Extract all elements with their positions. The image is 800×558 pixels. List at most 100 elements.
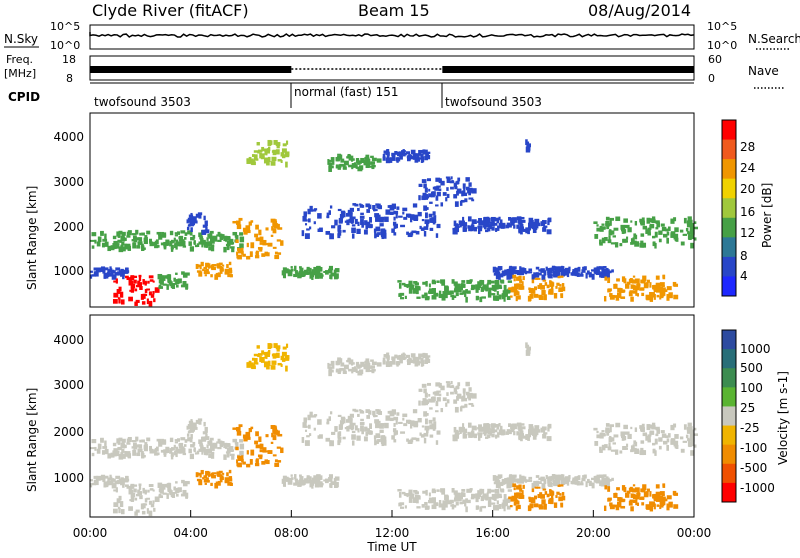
- velocity-echo-cell: [640, 427, 645, 432]
- power-echo-cell: [252, 159, 255, 163]
- velocity-echo-cell: [121, 449, 125, 453]
- power-echo-cell: [177, 231, 181, 235]
- nave-top-tick: 60: [708, 53, 722, 66]
- power-echo-cell: [348, 164, 353, 168]
- power-echo-cell: [487, 279, 492, 285]
- velocity-echo-cell: [538, 477, 542, 481]
- velocity-echo-cell: [135, 509, 140, 513]
- velocity-echo-cell: [497, 493, 502, 498]
- velocity-echo-cell: [180, 493, 186, 497]
- velocity-echo-cell: [276, 430, 280, 436]
- velocity-echo-cell: [236, 459, 239, 464]
- velocity-echo-cell: [167, 482, 171, 489]
- velocity-echo-cell: [204, 426, 208, 433]
- power-echo-cell: [610, 242, 616, 245]
- velocity-echo-cell: [479, 506, 483, 512]
- velocity-echo-cell: [375, 422, 380, 429]
- velocity-echo-cell: [357, 370, 363, 376]
- velocity-echo-cell: [217, 447, 222, 450]
- power-echo-cell: [273, 223, 279, 229]
- power-echo-cell: [462, 227, 468, 232]
- velocity-echo-cell: [660, 430, 665, 434]
- power-echo-cell: [198, 232, 203, 238]
- velocity-echo-cell: [303, 417, 308, 423]
- power-echo-cell: [132, 275, 138, 279]
- power-echo-cell: [302, 215, 307, 222]
- velocity-echo-cell: [487, 501, 492, 508]
- velocity-echo-cell: [494, 493, 499, 499]
- power-echo-cell: [217, 272, 221, 278]
- power-echo-cell: [649, 291, 653, 297]
- velocity-echo-cell: [649, 491, 652, 497]
- power-echo-cell: [465, 177, 470, 182]
- velocity-echo-cell: [417, 361, 421, 366]
- power-echo-cell: [505, 224, 509, 229]
- power-echo-cell: [144, 288, 148, 294]
- power-echo-cell: [632, 237, 635, 242]
- power-colorbar-label: Power [dB]: [760, 183, 774, 248]
- power-echo-cell: [266, 161, 270, 166]
- velocity-echo-cell: [435, 382, 441, 387]
- velocity-echo-cell: [541, 483, 546, 489]
- velocity-echo-cell: [689, 442, 694, 447]
- velocity-echo-cell: [400, 431, 406, 434]
- power-echo-cell: [328, 162, 333, 166]
- velocity-echo-cell: [609, 504, 615, 510]
- power-echo-cell: [248, 221, 252, 226]
- velocity-echo-cell: [170, 454, 174, 460]
- velocity-echo-cell: [328, 477, 333, 482]
- power-echo-cell: [169, 230, 174, 236]
- power-echo-cell: [236, 251, 239, 256]
- power-echo-cell: [581, 269, 586, 273]
- power-echo-cell: [528, 271, 533, 274]
- velocity-echo-cell: [466, 488, 472, 493]
- velocity-echo-cell: [564, 477, 570, 480]
- power-echo-cell: [198, 271, 203, 277]
- power-echo-cell: [175, 280, 180, 284]
- velocity-echo-cell: [334, 426, 338, 432]
- velocity-echo-cell: [462, 423, 465, 428]
- velocity-echo-cell: [226, 472, 229, 477]
- power-echo-cell: [564, 268, 570, 272]
- power-echo-cell: [461, 280, 466, 283]
- power-echo-cell: [528, 217, 534, 224]
- velocity-echo-cell: [136, 444, 140, 448]
- velocity-echo-cell: [683, 424, 687, 430]
- power-echo-cell: [666, 231, 670, 236]
- velocity-echo-cell: [514, 478, 520, 483]
- velocity-echo-cell: [407, 358, 412, 363]
- power-echo-cell: [531, 279, 535, 284]
- velocity-echo-cell: [90, 447, 95, 450]
- power-echo-cell: [334, 268, 340, 273]
- power-echo-cell: [250, 220, 254, 223]
- velocity-echo-cell: [158, 441, 163, 447]
- velocity-echo-cell: [641, 423, 645, 430]
- velocity-echo-cell: [224, 480, 230, 484]
- velocity-echo-cell: [335, 481, 339, 488]
- velocity-echo-cell: [110, 478, 115, 482]
- power-echo-cell: [180, 284, 186, 288]
- power-echo-cell: [464, 292, 467, 298]
- velocity-echo-cell: [465, 506, 468, 513]
- velocity-echo-cell: [173, 444, 176, 449]
- velocity-echo-cell: [442, 500, 448, 507]
- velocity-echo-cell: [194, 452, 198, 455]
- velocity-echo-cell: [338, 425, 343, 430]
- velocity-echo-cell: [493, 506, 497, 511]
- power-echo-cell: [132, 242, 137, 249]
- power-ytick-2000: 2000: [53, 220, 84, 234]
- velocity-echo-cell: [281, 351, 287, 357]
- velocity-echo-cell: [495, 482, 499, 488]
- velocity-echo-cell: [270, 425, 276, 430]
- velocity-echo-cell: [280, 363, 283, 367]
- power-echo-cell: [519, 223, 524, 228]
- velocity-echo-cell: [352, 408, 357, 412]
- velocity-colorbar-ticks: 1000 500 100 25 -25 -100 -500 -1000: [740, 342, 775, 495]
- velocity-echo-cell: [559, 493, 562, 496]
- power-echo-cell: [468, 182, 472, 187]
- velocity-echo-cell: [489, 433, 492, 436]
- velocity-echo-cell: [516, 492, 521, 497]
- velocity-echo-cell: [519, 478, 525, 484]
- velocity-echo-cell: [359, 409, 363, 414]
- velocity-echo-cell: [370, 366, 373, 369]
